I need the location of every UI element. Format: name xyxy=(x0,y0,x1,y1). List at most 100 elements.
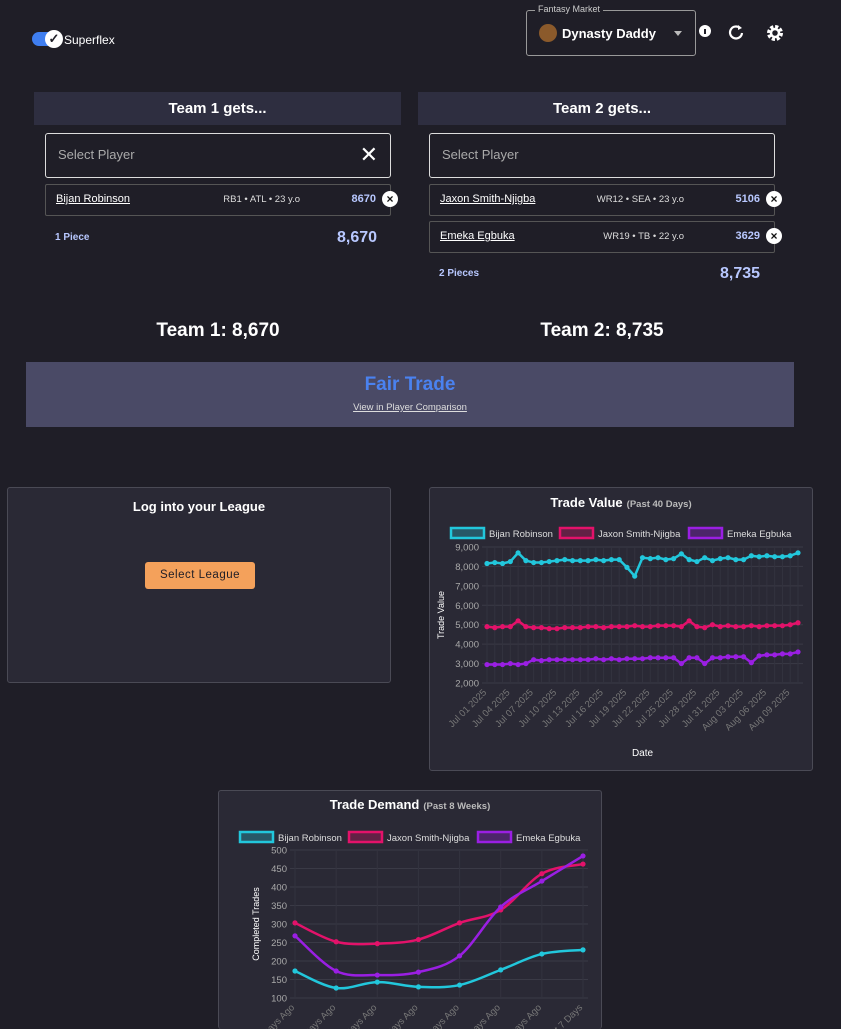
point xyxy=(639,555,646,561)
point xyxy=(616,624,622,630)
clear-icon[interactable]: ✕ xyxy=(359,142,378,167)
y-tick-label: 450 xyxy=(271,864,287,875)
point xyxy=(415,969,422,975)
point xyxy=(608,656,614,662)
point xyxy=(663,655,669,661)
point xyxy=(499,661,506,668)
point xyxy=(717,556,723,562)
chart-panel: Trade Demand (Past 8 Weeks) Bijan Robinson… xyxy=(218,790,602,1029)
player-row: Jaxon Smith-Njigba WR12 • SEA • 23 y.o 510… xyxy=(429,184,782,216)
point xyxy=(787,553,793,559)
market-select[interactable] xyxy=(526,10,696,56)
player-search[interactable]: Select Player ✕ xyxy=(45,133,391,178)
point xyxy=(709,655,716,661)
point xyxy=(484,624,490,630)
placeholder: Select Player xyxy=(58,147,135,162)
verdict-title: Fair Trade xyxy=(364,374,456,395)
point xyxy=(492,625,498,631)
point xyxy=(515,618,521,624)
point xyxy=(593,656,599,662)
point xyxy=(456,920,463,926)
point xyxy=(678,624,684,630)
point xyxy=(632,656,638,662)
info-glyph xyxy=(704,29,706,34)
point xyxy=(546,626,552,632)
point xyxy=(538,625,545,631)
point xyxy=(580,861,586,867)
point xyxy=(292,920,298,926)
point xyxy=(562,625,568,631)
y-tick-label: 150 xyxy=(271,975,287,986)
legend-swatch xyxy=(687,526,724,540)
player-name[interactable]: Bijan Robinson xyxy=(56,193,130,205)
x-tick-label: 49 Days Ago xyxy=(292,1002,338,1029)
remove-icon[interactable]: × xyxy=(766,191,782,207)
point xyxy=(702,555,708,561)
point xyxy=(554,558,560,564)
title: Trade Demand xyxy=(330,797,420,812)
point xyxy=(593,557,599,563)
point xyxy=(632,573,638,579)
point xyxy=(333,939,339,945)
team-total: 8,670 xyxy=(337,229,378,246)
point xyxy=(725,555,731,561)
y-tick-label: 500 xyxy=(271,846,287,857)
point xyxy=(585,657,591,663)
toggle-knob: ✓ xyxy=(45,30,63,48)
point xyxy=(795,550,801,556)
point xyxy=(499,624,506,630)
point xyxy=(764,553,770,559)
legend-label: Jaxon Smith-Njigba xyxy=(387,833,470,844)
team-heading: Team 2 gets... xyxy=(418,92,786,125)
title: Trade Value xyxy=(550,495,622,510)
point xyxy=(577,558,583,564)
point xyxy=(779,623,786,629)
settings-icon[interactable] xyxy=(767,25,783,41)
remove-icon[interactable]: × xyxy=(382,191,398,207)
player-name[interactable]: Emeka Egbuka xyxy=(440,230,515,242)
point xyxy=(748,553,754,559)
player-search[interactable]: Select Player xyxy=(429,133,775,178)
point xyxy=(686,618,692,624)
y-axis-title: Completed Trades xyxy=(251,887,261,961)
y-tick-label: 2,000 xyxy=(455,679,479,690)
point xyxy=(484,560,490,567)
point xyxy=(374,979,380,985)
point xyxy=(554,657,560,663)
point xyxy=(539,878,545,884)
player-name[interactable]: Jaxon Smith-Njigba xyxy=(440,193,536,205)
legend-swatch xyxy=(558,526,595,540)
point xyxy=(717,624,723,630)
point xyxy=(624,564,630,570)
refresh-icon[interactable] xyxy=(728,25,744,40)
point xyxy=(484,661,490,668)
point xyxy=(671,623,677,629)
y-tick-label: 8,000 xyxy=(455,562,479,573)
chart: Trade Value (Past 40 Days) Bijan Robinson J… xyxy=(436,495,803,759)
point xyxy=(756,554,762,560)
legend-swatch xyxy=(238,830,275,844)
point xyxy=(523,660,529,667)
y-axis-title: Trade Value xyxy=(436,591,446,639)
chart: Trade Demand (Past 8 Weeks) Bijan Robinson… xyxy=(238,797,588,1029)
point xyxy=(795,649,801,655)
select-league-button[interactable]: Select League xyxy=(145,562,255,589)
point xyxy=(498,904,504,910)
point xyxy=(647,624,653,630)
comparison-link[interactable]: View in Player Comparison xyxy=(353,402,467,413)
point xyxy=(585,558,591,564)
point xyxy=(523,558,529,564)
player-value: 5106 xyxy=(735,193,760,205)
player-value: 8670 xyxy=(351,193,376,205)
point xyxy=(562,657,568,663)
y-tick-label: 6,000 xyxy=(455,601,479,612)
point xyxy=(374,941,380,947)
point xyxy=(523,624,529,630)
point xyxy=(580,853,586,859)
x-tick-label: 28 Days Ago xyxy=(416,1002,462,1029)
point xyxy=(492,661,498,668)
point xyxy=(748,623,754,629)
x-tick-label: 35 Days Ago xyxy=(375,1002,421,1029)
remove-icon[interactable]: × xyxy=(766,228,782,244)
